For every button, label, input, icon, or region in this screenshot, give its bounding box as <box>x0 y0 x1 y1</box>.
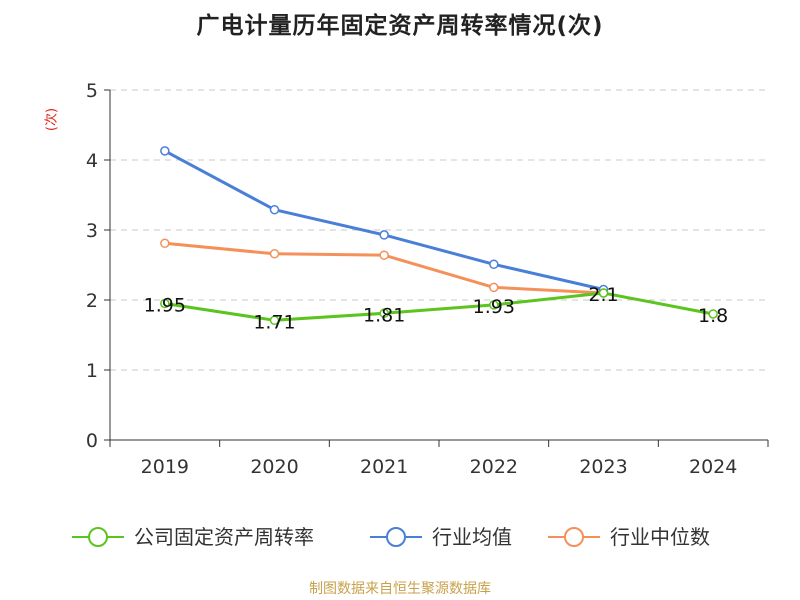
series-line <box>164 291 714 322</box>
data-label: 1.95 <box>144 295 186 317</box>
data-point <box>160 298 170 309</box>
legend: 公司固定资产周转率 行业均值 行业中位数 <box>72 525 710 549</box>
data-label: 1.93 <box>473 296 515 318</box>
x-tick-label: 2024 <box>689 456 737 478</box>
data-point <box>379 230 389 240</box>
x-tick-label: 2020 <box>250 456 298 478</box>
data-point <box>379 308 389 319</box>
data-label: 1.71 <box>253 311 295 333</box>
y-tick-label: 0 <box>86 430 98 452</box>
data-point <box>269 204 280 215</box>
legend-label: 行业均值 <box>432 525 512 549</box>
legend-item: 行业均值 <box>370 525 512 549</box>
data-label: 1.81 <box>363 304 405 326</box>
x-tick-label: 2022 <box>470 456 518 478</box>
axes: 0 1 2 3 4 5 2019 2020 2021 2022 2023 2024 <box>86 80 769 478</box>
legend-marker <box>88 527 108 547</box>
legend-label: 公司固定资产周转率 <box>134 525 314 549</box>
data-point <box>269 249 280 259</box>
legend-marker <box>564 527 584 547</box>
data-point <box>160 146 170 156</box>
x-tick-label: 2023 <box>579 456 627 478</box>
data-point <box>379 250 389 260</box>
data-point <box>708 309 718 319</box>
source-note: 制图数据来自恒生聚源数据库 <box>309 581 491 597</box>
data-point <box>160 238 170 249</box>
data-label: 2.1 <box>588 284 618 306</box>
data-point <box>489 300 499 310</box>
data-point <box>489 282 499 293</box>
data-point <box>598 288 609 298</box>
legend-marker <box>386 527 406 547</box>
legend-label: 行业中位数 <box>610 525 710 549</box>
gridlines <box>110 89 768 371</box>
x-tick-label: 2019 <box>141 456 189 478</box>
data-labels: 1.95 1.71 1.81 1.93 2.1 1.8 <box>144 284 729 333</box>
y-tick-label: 5 <box>86 80 98 102</box>
chart-title: 广电计量历年固定资产周转率情况(次) <box>196 13 604 39</box>
series-lines <box>160 146 718 326</box>
y-tick-label: 2 <box>86 290 98 312</box>
y-tick-label: 3 <box>86 220 98 242</box>
data-label: 1.8 <box>698 305 728 327</box>
series-line <box>164 149 604 291</box>
data-point <box>489 259 499 270</box>
legend-item: 公司固定资产周转率 <box>72 525 314 549</box>
legend-item: 行业中位数 <box>548 525 710 549</box>
y-tick-label: 4 <box>86 150 98 172</box>
data-point <box>269 315 280 326</box>
x-tick-label: 2021 <box>360 456 408 478</box>
y-tick-label: 1 <box>86 360 98 382</box>
